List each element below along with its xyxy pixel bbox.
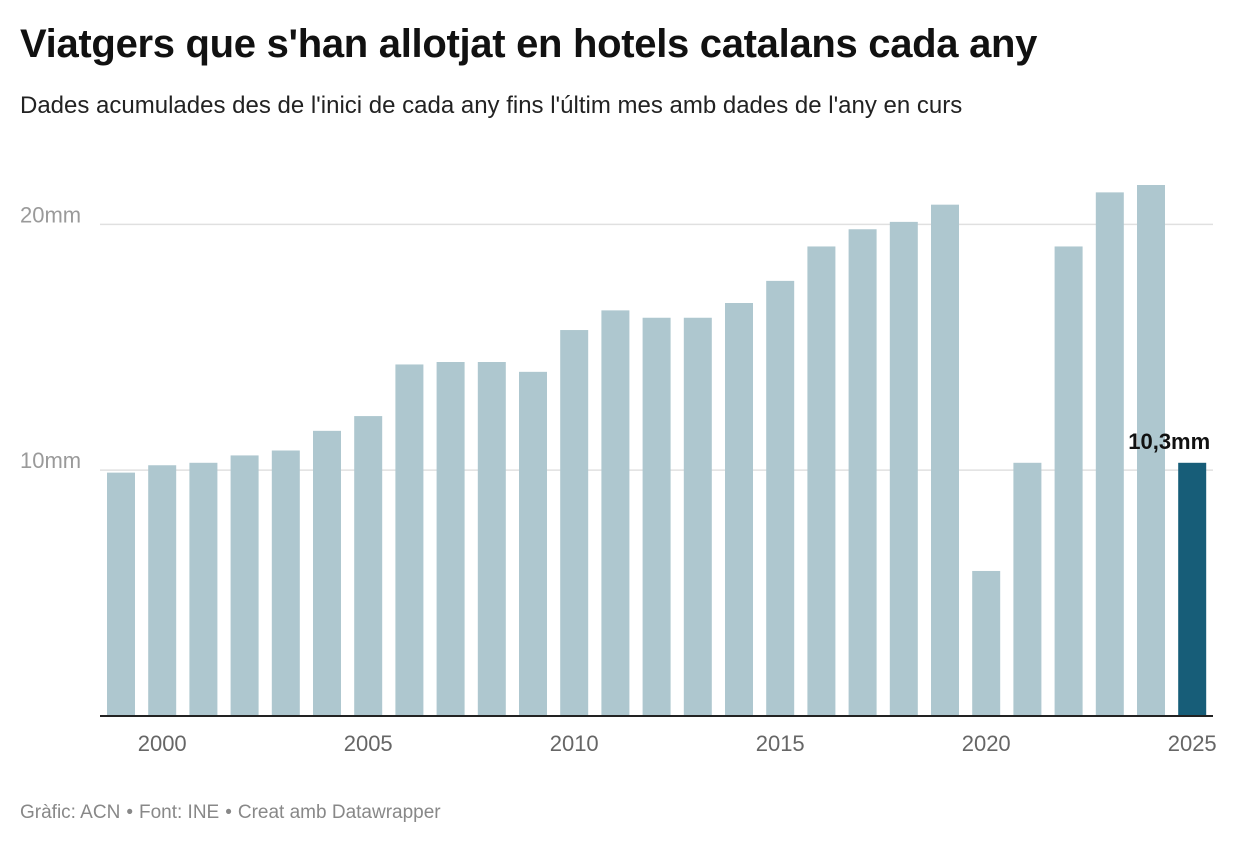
x-tick-label: 2020	[962, 731, 1011, 756]
bar	[642, 317, 671, 716]
data-label: 10,3mm	[1128, 429, 1210, 454]
x-tick-label: 2000	[138, 731, 187, 756]
bar	[972, 570, 1001, 716]
chart-subtitle: Dades acumulades des de l'inici de cada …	[20, 92, 963, 119]
bar	[230, 455, 259, 716]
y-tick-label: 10mm	[20, 448, 81, 473]
x-tick-label: 2015	[756, 731, 805, 756]
y-tick-label: 20mm	[20, 202, 81, 227]
bar	[889, 221, 918, 716]
bar	[436, 362, 465, 716]
bar	[189, 462, 218, 716]
bar	[148, 465, 177, 716]
footer-separator: •	[225, 802, 232, 823]
bar	[1013, 462, 1042, 716]
bar	[107, 472, 135, 716]
bar	[725, 303, 753, 716]
bar	[395, 364, 424, 716]
chart-footer: Gràfic: ACN • Font: INE • Creat amb Datawrap…	[20, 802, 441, 824]
chart-title: Viatgers que s'han allotjat en hotels ca…	[20, 22, 1038, 66]
x-tick-label: 2010	[550, 731, 599, 756]
bar	[931, 204, 959, 716]
x-tick-label: 2005	[344, 731, 393, 756]
bar	[848, 229, 877, 716]
bar-chart: 10mm 20mm 10,3mm 2000 2005 2010 2015 2020 2025	[20, 185, 1217, 756]
bar	[477, 362, 506, 716]
data-source: Font: INE	[138, 802, 220, 823]
bar	[683, 317, 712, 716]
bar	[560, 330, 589, 716]
bar	[271, 450, 300, 716]
chart-credit: Gràfic: ACN	[20, 802, 121, 823]
bar	[1054, 246, 1083, 717]
x-tick-label: 2025	[1168, 731, 1217, 756]
bar	[1095, 192, 1124, 716]
bar	[766, 280, 795, 716]
bar	[313, 430, 341, 716]
bar	[354, 416, 383, 716]
footer-separator: •	[126, 802, 133, 823]
bar-highlighted	[1178, 462, 1207, 716]
bar	[807, 246, 836, 717]
datawrapper-link[interactable]: Creat amb Datawrapper	[237, 802, 441, 823]
bar	[601, 310, 630, 716]
bar	[519, 371, 547, 716]
bar	[1137, 185, 1165, 716]
